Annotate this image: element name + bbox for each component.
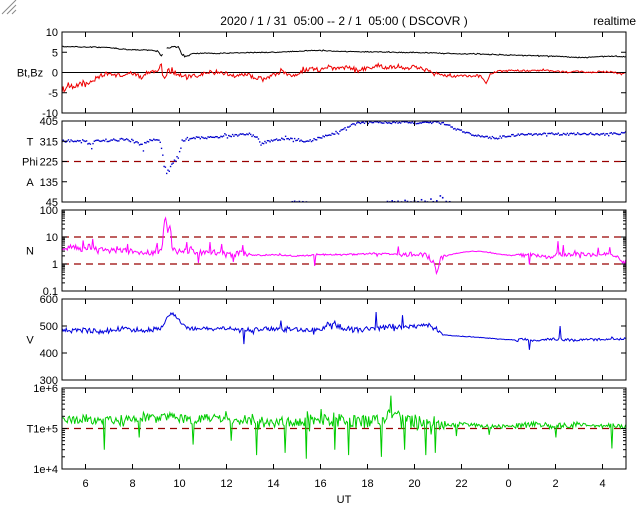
panel-ylabel: Bt,Bz xyxy=(17,68,43,80)
x-axis-labels: 6 8 10 12 14 16 18 20 22 0 2 4 UT xyxy=(82,478,605,506)
x-tick-label: 20 xyxy=(408,478,420,490)
series-bt-line xyxy=(62,45,626,59)
x-tick-label: 12 xyxy=(220,478,232,490)
y-tick-label: 0 xyxy=(52,68,58,80)
y-tick-label: 600 xyxy=(40,294,58,306)
y-tick-label: 0.1 xyxy=(43,286,58,298)
y-tick-label: 10 xyxy=(46,232,58,244)
y-tick-label: 225 xyxy=(40,157,58,169)
y-tick-label: 400 xyxy=(40,348,58,360)
y-tick-label: 1e+5 xyxy=(33,424,58,436)
resize-handle-icon[interactable] xyxy=(0,0,17,15)
series-t-line xyxy=(62,395,626,459)
series-group xyxy=(62,45,626,93)
panel-bt-bz: 10 5 0 -5 -10 Bt,Bz xyxy=(17,27,627,120)
x-tick-label: 0 xyxy=(505,478,511,490)
series-v-line xyxy=(62,311,626,350)
y-tick-label: 10 xyxy=(46,27,58,39)
realtime-label: realtime xyxy=(593,14,636,28)
panel-frame xyxy=(61,209,627,292)
x-tick-label: 4 xyxy=(599,478,605,490)
series-bz-line xyxy=(62,62,626,93)
y-tick-label: 1e+6 xyxy=(33,383,58,395)
panel-n: 100 10 1 0.1 N xyxy=(26,205,627,298)
y-tick-label: 100 xyxy=(40,205,58,217)
series-n-line xyxy=(62,216,626,276)
x-tick-label: 8 xyxy=(129,478,135,490)
x-tick-label: 22 xyxy=(455,478,467,490)
panel-ylabel: A xyxy=(26,177,34,189)
y-tick-label: 405 xyxy=(40,116,58,128)
y-tick-label: -5 xyxy=(48,88,58,100)
panel-ylabel: N xyxy=(26,245,34,257)
x-tick-label: 16 xyxy=(314,478,326,490)
y-tick-label: 1e+4 xyxy=(33,464,58,476)
y-tick-label: -10 xyxy=(42,108,58,120)
panel-ylabel: T xyxy=(27,136,34,148)
panel-t: 1e+6 1e+5 1e+4 T xyxy=(27,383,627,476)
x-axis-title: UT xyxy=(337,494,352,506)
x-tick-label: 2 xyxy=(552,478,558,490)
panel-v: 600 500 400 300 V xyxy=(26,294,627,387)
series-group xyxy=(62,311,626,350)
y-tick-label: 500 xyxy=(40,321,58,333)
series-group xyxy=(62,121,626,202)
y-tick-label: 135 xyxy=(40,177,58,189)
series-group xyxy=(62,216,626,276)
x-tick-label: 18 xyxy=(361,478,373,490)
x-tick-label: 10 xyxy=(173,478,185,490)
panel-ylabel: T xyxy=(27,424,34,436)
panel-phi: 405 315 225 135 45 T Phi A xyxy=(22,116,627,209)
y-tick-label: 1 xyxy=(52,259,58,271)
x-tick-label: 6 xyxy=(82,478,88,490)
panel-ylabel: V xyxy=(26,335,34,347)
x-tick-label: 14 xyxy=(267,478,279,490)
y-tick-label: 5 xyxy=(52,47,58,59)
series-phi-dots xyxy=(62,121,626,202)
y-tick-label: 45 xyxy=(46,197,58,209)
panel-ylabel: Phi xyxy=(22,157,38,169)
y-tick-label: 300 xyxy=(40,375,58,387)
y-tick-label: 315 xyxy=(40,136,58,148)
panel-frame xyxy=(61,298,627,381)
series-group xyxy=(62,395,626,459)
plot-title: 2020 / 1 / 31 05:00 -- 2 / 1 05:00 ( DSC… xyxy=(220,14,468,28)
